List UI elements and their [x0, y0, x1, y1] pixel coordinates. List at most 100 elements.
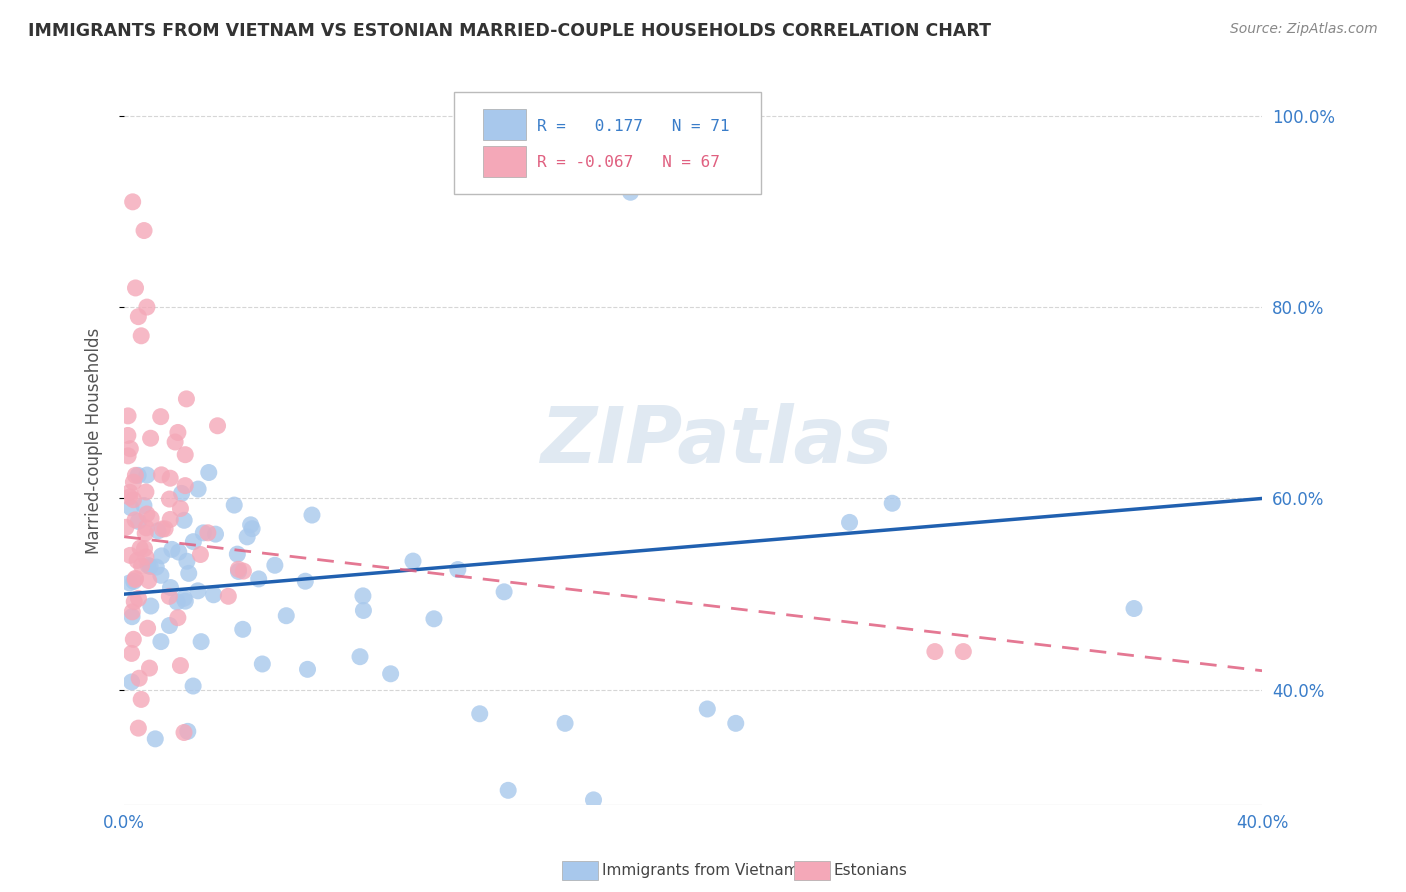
Point	[131, 558, 153, 573]
Point	[169, 501, 191, 516]
Point	[138, 574, 160, 588]
Point	[228, 565, 250, 579]
Point	[167, 545, 190, 559]
Point	[143, 731, 166, 746]
Point	[496, 783, 519, 797]
Point	[139, 559, 162, 574]
Point	[924, 644, 946, 658]
Point	[122, 574, 145, 589]
Point	[494, 584, 516, 599]
Point	[696, 702, 718, 716]
Point	[135, 485, 157, 500]
Point	[423, 612, 446, 626]
Point	[132, 223, 155, 237]
Point	[619, 186, 641, 200]
Point	[135, 300, 157, 314]
Point	[129, 541, 152, 555]
Point	[121, 605, 143, 619]
Point	[207, 418, 229, 433]
Point	[193, 525, 215, 540]
Point	[139, 511, 162, 525]
Point	[153, 522, 176, 536]
Point	[159, 581, 181, 595]
Point	[127, 310, 149, 324]
Point	[121, 609, 143, 624]
Point	[190, 548, 212, 562]
Point	[468, 706, 491, 721]
Point	[838, 516, 860, 530]
Point	[122, 632, 145, 647]
Point	[121, 675, 143, 690]
Point	[554, 716, 576, 731]
Point	[952, 644, 974, 658]
Point	[276, 608, 298, 623]
Point	[135, 507, 157, 521]
Point	[150, 549, 173, 563]
Point	[217, 589, 239, 603]
FancyBboxPatch shape	[482, 109, 526, 140]
Point	[127, 591, 149, 606]
Point	[159, 491, 181, 506]
Point	[294, 574, 316, 589]
Point	[124, 281, 146, 295]
Point	[187, 583, 209, 598]
Point	[165, 435, 187, 450]
Point	[127, 515, 149, 529]
Point	[169, 658, 191, 673]
Point	[134, 541, 156, 556]
Text: R =   0.177   N = 71: R = 0.177 N = 71	[537, 119, 730, 134]
Text: Source: ZipAtlas.com: Source: ZipAtlas.com	[1230, 22, 1378, 37]
Point	[127, 721, 149, 735]
Point	[228, 562, 250, 576]
Point	[145, 560, 167, 574]
Point	[402, 554, 425, 568]
Point	[882, 496, 904, 510]
Point	[197, 466, 219, 480]
Point	[187, 482, 209, 496]
Point	[202, 588, 225, 602]
Point	[138, 661, 160, 675]
Point	[190, 634, 212, 648]
Point	[176, 554, 198, 568]
Point	[204, 527, 226, 541]
Point	[167, 611, 190, 625]
Point	[232, 564, 254, 578]
Text: Immigrants from Vietnam: Immigrants from Vietnam	[602, 863, 799, 878]
Point	[124, 468, 146, 483]
Point	[117, 428, 139, 442]
Point	[129, 328, 152, 343]
Point	[582, 793, 605, 807]
Point	[166, 595, 188, 609]
Point	[176, 392, 198, 406]
Point	[159, 618, 181, 632]
Point	[136, 621, 159, 635]
Point	[136, 468, 159, 483]
Point	[247, 572, 270, 586]
Point	[139, 431, 162, 445]
Point	[157, 590, 180, 604]
Point	[173, 725, 195, 739]
Point	[120, 442, 142, 456]
Point	[724, 716, 747, 731]
Point	[127, 553, 149, 567]
FancyBboxPatch shape	[482, 145, 526, 178]
Point	[177, 724, 200, 739]
Point	[117, 409, 139, 423]
Point	[301, 508, 323, 522]
Point	[139, 599, 162, 613]
Point	[352, 603, 374, 617]
Point	[136, 558, 159, 573]
Point	[120, 549, 142, 563]
Point	[297, 662, 319, 676]
Point	[152, 522, 174, 536]
Point	[124, 573, 146, 587]
Point	[197, 525, 219, 540]
Point	[239, 517, 262, 532]
Text: IMMIGRANTS FROM VIETNAM VS ESTONIAN MARRIED-COUPLE HOUSEHOLDS CORRELATION CHART: IMMIGRANTS FROM VIETNAM VS ESTONIAN MARR…	[28, 22, 991, 40]
Point	[232, 623, 254, 637]
Point	[160, 542, 183, 557]
Point	[173, 513, 195, 527]
Point	[170, 486, 193, 500]
Point	[263, 558, 285, 573]
Point	[183, 534, 205, 549]
